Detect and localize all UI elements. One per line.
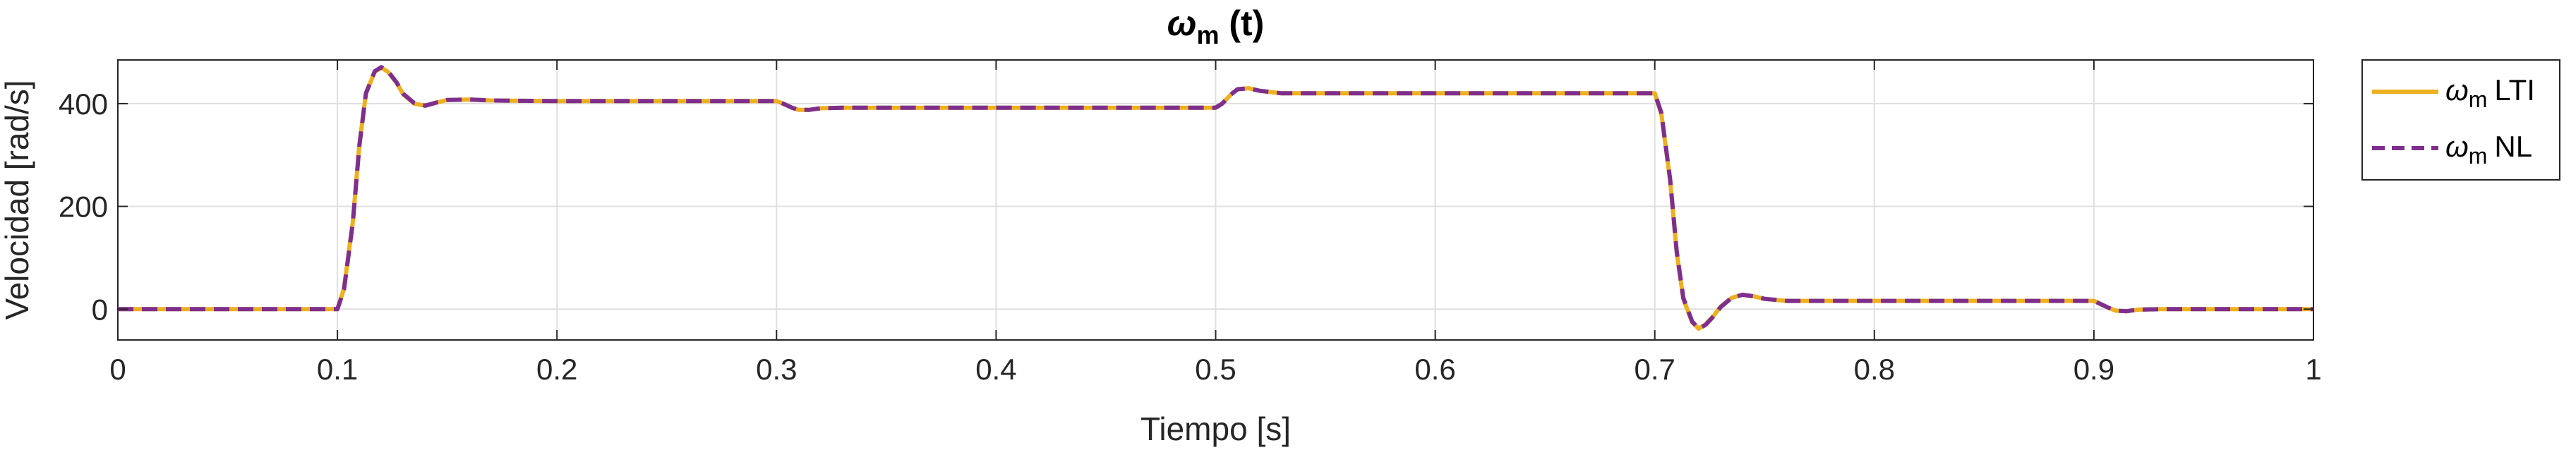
x-tick-label: 0.2	[536, 353, 577, 386]
title-subscript: m	[1196, 20, 1219, 49]
x-tick-label: 0.4	[975, 353, 1016, 386]
x-tick-label: 0	[109, 353, 126, 386]
x-tick-label: 0.1	[317, 353, 358, 386]
legend-box	[2361, 59, 2560, 181]
y-axis-label: Velocidad [rad/s]	[0, 80, 35, 320]
x-tick-label: 0.3	[756, 353, 797, 386]
ticks: 0 0.1 0.2 0.3 0.4 0.5 0.6 0.7 0.8 0.9 1 0 200 400	[59, 60, 2322, 386]
x-axis-label: Tiempo [s]	[1140, 411, 1291, 447]
x-tick-label: 0.6	[1414, 353, 1455, 386]
y-tick-label: 0	[92, 293, 108, 326]
title-symbol: ω	[1167, 4, 1197, 43]
chart-title: ωm (t)	[1167, 4, 1265, 49]
y-tick-label: 400	[59, 87, 108, 121]
legend: ωm LTI ωm NL	[2361, 59, 2560, 181]
x-tick-label: 1	[2305, 353, 2321, 386]
y-tick-label: 200	[59, 190, 108, 224]
title-suffix: (t)	[1219, 4, 1264, 43]
x-tick-label: 0.5	[1195, 353, 1236, 386]
legend-label-lti: ωm LTI	[2445, 73, 2535, 112]
x-tick-label: 0.7	[1635, 353, 1675, 386]
x-tick-label: 0.8	[1854, 353, 1895, 386]
series-line-nl	[118, 65, 2313, 331]
legend-label-nl: ωm NL	[2445, 130, 2532, 169]
series-layer	[118, 65, 2313, 331]
x-tick-label: 0.9	[2074, 353, 2114, 386]
